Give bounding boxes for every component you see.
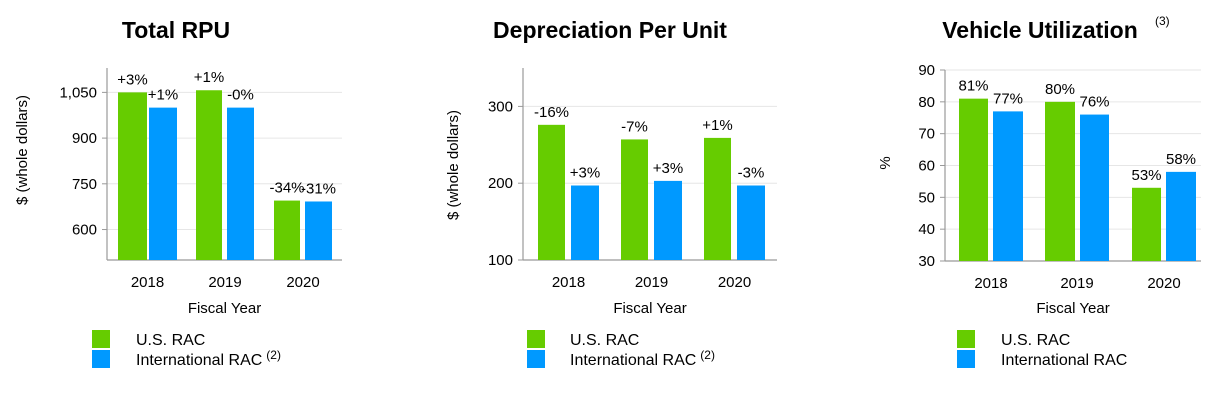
- x-axis-title: Fiscal Year: [613, 300, 686, 317]
- chart-3: Vehicle Utilization (3) 30 40 50 60 70 80 90 81% 7…: [877, 14, 1201, 369]
- bar-us-rac-2019: [1045, 101, 1075, 261]
- x-axis-title: Fiscal Year: [1036, 300, 1109, 317]
- bar-us-rac-2020: [1132, 187, 1161, 261]
- x-tick-label: 2019: [1060, 275, 1093, 292]
- x-tick-label: 2018: [974, 275, 1007, 292]
- bar-us-rac-2018: [538, 124, 565, 260]
- data-label: 77%: [993, 90, 1023, 107]
- y-tick-label: 900: [72, 130, 97, 147]
- bar-us-rac-2018: [118, 92, 147, 260]
- legend-swatch-us-rac: [527, 330, 545, 348]
- legend-superscript: (2): [700, 348, 715, 362]
- data-label: -31%: [301, 180, 336, 197]
- legend-superscript: (2): [266, 348, 281, 362]
- data-label: 58%: [1166, 151, 1196, 168]
- data-label: +3%: [117, 71, 147, 88]
- y-tick-label: 30: [918, 253, 935, 270]
- data-label: +1%: [148, 87, 178, 104]
- legend-label-us-rac: U.S. RAC: [1001, 332, 1070, 349]
- data-label: +3%: [570, 165, 600, 182]
- legend-label-international-rac: International RAC: [570, 352, 696, 369]
- legend-swatch-us-rac: [92, 330, 110, 348]
- y-tick-label: 100: [488, 252, 513, 269]
- y-tick-label: 90: [918, 62, 935, 79]
- legend-swatch-international-rac: [92, 350, 110, 368]
- y-tick-label: 750: [72, 176, 97, 193]
- x-tick-label: 2019: [635, 274, 668, 291]
- y-axis-title: $ (whole dollars): [445, 110, 462, 220]
- legend-label-international-rac: International RAC: [136, 352, 262, 369]
- x-tick-label: 2018: [552, 274, 585, 291]
- bar-us-rac-2018: [959, 98, 988, 262]
- bar-international-rac-2018: [149, 107, 177, 260]
- data-label: 81%: [958, 78, 988, 95]
- data-label: +1%: [194, 69, 224, 86]
- x-tick-label: 2018: [131, 274, 164, 291]
- legend-swatch-international-rac: [527, 350, 545, 368]
- data-label: 80%: [1045, 81, 1075, 98]
- legend-label-international-rac: International RAC: [1001, 352, 1127, 369]
- data-label: +3%: [653, 160, 683, 177]
- bar-us-rac-2019: [621, 139, 648, 260]
- chart-2: Depreciation Per Unit 100 200 300 -16% +3% 201…: [445, 17, 777, 369]
- data-label: -0%: [227, 87, 254, 104]
- bar-international-rac-2019: [227, 107, 254, 260]
- data-label: 53%: [1131, 167, 1161, 184]
- bar-us-rac-2020: [704, 137, 731, 260]
- bar-international-rac-2018: [571, 185, 599, 260]
- x-axis-title: Fiscal Year: [188, 300, 261, 317]
- bar-international-rac-2019: [654, 180, 682, 260]
- title-superscript: (3): [1155, 14, 1170, 28]
- data-label: -16%: [534, 104, 569, 121]
- chart-1: Total RPU6007509001,050+3%+1%2018+1%-0%2…: [14, 17, 342, 369]
- y-tick-label: 60: [918, 158, 935, 175]
- data-label: +1%: [702, 117, 732, 134]
- y-tick-label: 1,050: [59, 84, 97, 101]
- y-axis-title: $ (whole dollars): [14, 95, 31, 205]
- y-axis-title: %: [877, 156, 894, 169]
- chart-title: Vehicle Utilization: [942, 17, 1138, 43]
- chart-title: Depreciation Per Unit: [493, 17, 727, 43]
- y-tick-label: 600: [72, 222, 97, 239]
- x-tick-label: 2020: [286, 274, 319, 291]
- y-tick-label: 200: [488, 175, 513, 192]
- bar-international-rac-2020: [1166, 171, 1196, 261]
- data-label: 76%: [1079, 94, 1109, 111]
- legend-swatch-international-rac: [957, 350, 975, 368]
- legend-label-us-rac: U.S. RAC: [570, 332, 639, 349]
- y-tick-label: 50: [918, 189, 935, 206]
- bar-international-rac-2020: [305, 201, 332, 260]
- data-label: -34%: [269, 180, 304, 197]
- chart-title: Total RPU: [122, 17, 230, 43]
- bar-international-rac-2018: [993, 111, 1023, 261]
- y-tick-label: 80: [918, 94, 935, 111]
- bar-international-rac-2020: [737, 185, 765, 260]
- bar-us-rac-2020: [274, 200, 300, 260]
- legend-label-us-rac: U.S. RAC: [136, 332, 205, 349]
- data-label: -3%: [738, 165, 765, 182]
- x-tick-label: 2020: [1147, 275, 1180, 292]
- y-tick-label: 70: [918, 126, 935, 143]
- bar-us-rac-2019: [196, 90, 222, 260]
- y-tick-label: 300: [488, 98, 513, 115]
- x-tick-label: 2020: [718, 274, 751, 291]
- y-tick-label: 40: [918, 221, 935, 238]
- bar-international-rac-2019: [1080, 114, 1109, 261]
- data-label: -7%: [621, 118, 648, 135]
- x-tick-label: 2019: [208, 274, 241, 291]
- legend-swatch-us-rac: [957, 330, 975, 348]
